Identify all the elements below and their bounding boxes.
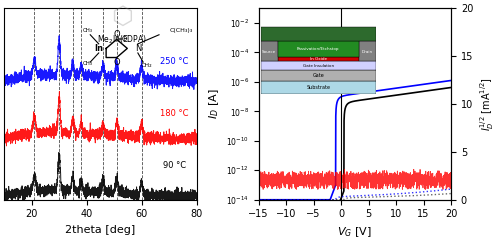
Y-axis label: $I_D^{1/2}$ [mA$^{1/2}$]: $I_D^{1/2}$ [mA$^{1/2}$]: [478, 77, 496, 131]
Text: ⬡: ⬡: [112, 5, 134, 28]
X-axis label: $V_G$ [V]: $V_G$ [V]: [338, 225, 372, 239]
X-axis label: 2theta [deg]: 2theta [deg]: [65, 225, 136, 235]
Text: 180 °C: 180 °C: [160, 109, 189, 118]
Text: 250 °C: 250 °C: [160, 57, 188, 66]
Text: Me$_2$In(EDPA): Me$_2$In(EDPA): [98, 34, 148, 46]
Y-axis label: $I_D$ [A]: $I_D$ [A]: [207, 89, 220, 119]
Text: 90 °C: 90 °C: [163, 161, 186, 170]
